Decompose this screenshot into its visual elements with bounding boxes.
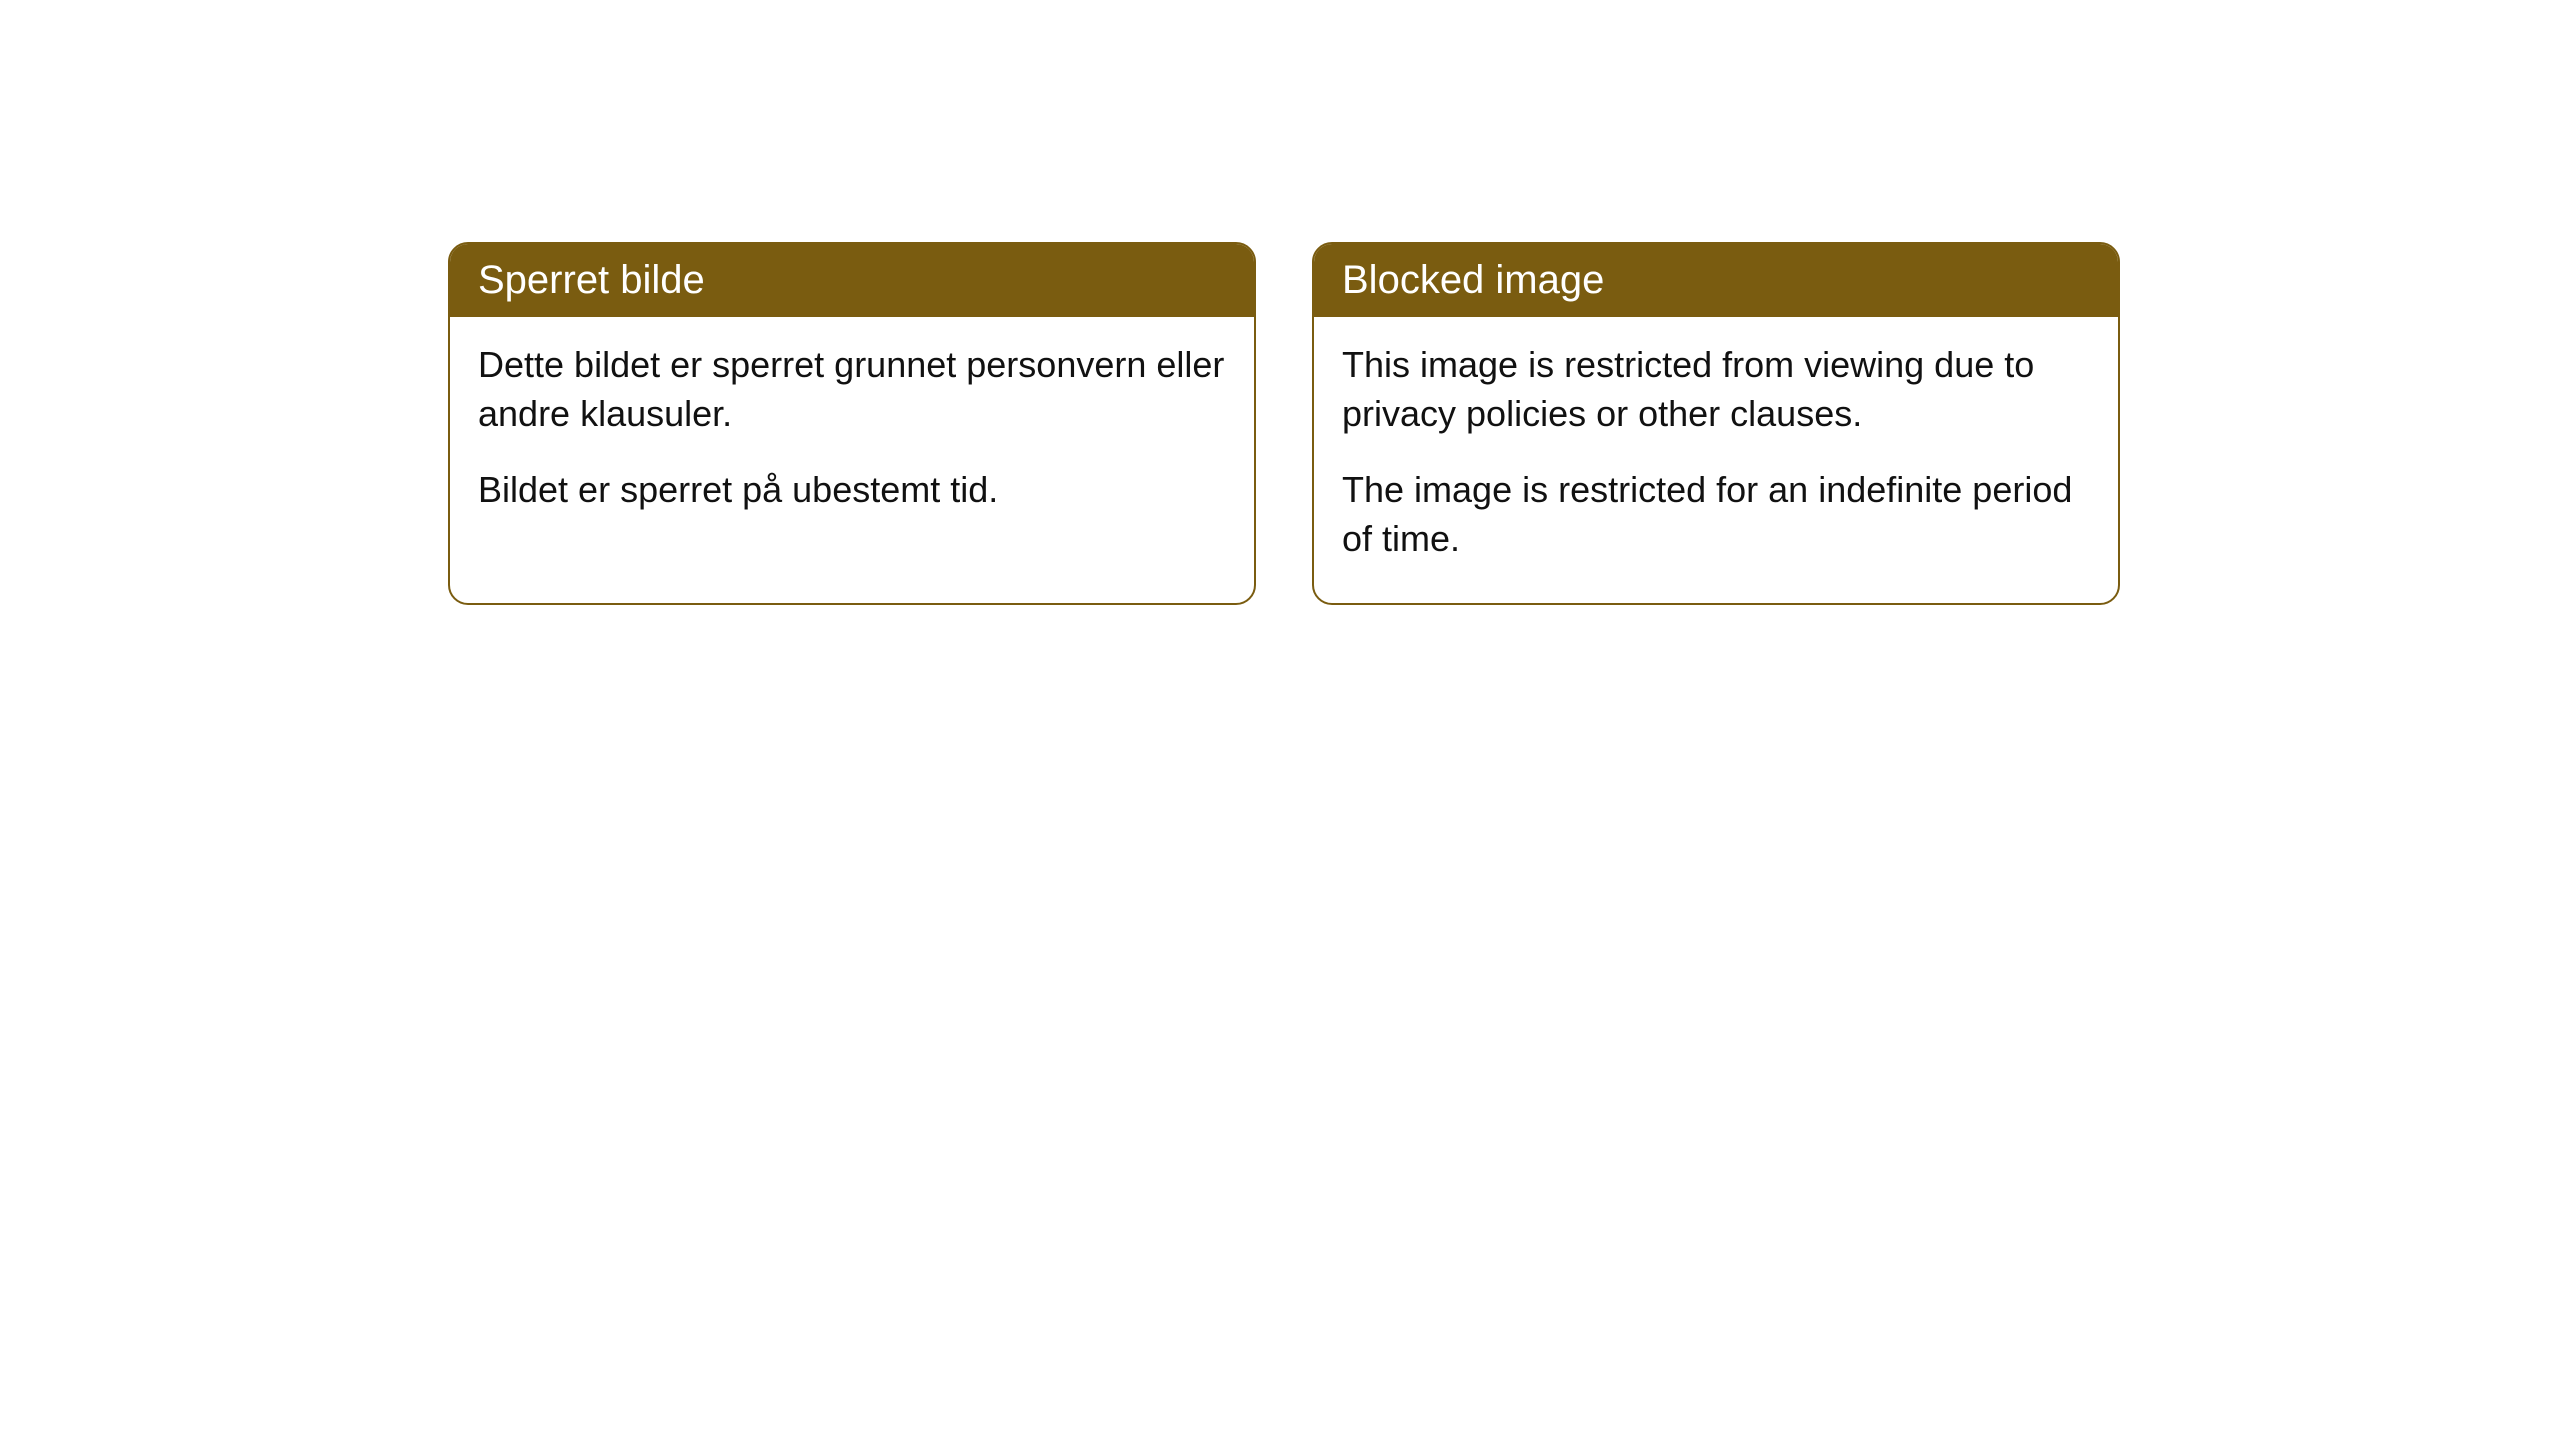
card-body: Dette bildet er sperret grunnet personve… [450,317,1254,555]
card-title: Sperret bilde [450,244,1254,317]
card-paragraph: Dette bildet er sperret grunnet personve… [478,341,1226,438]
notice-cards-container: Sperret bilde Dette bildet er sperret gr… [448,242,2120,605]
blocked-image-card-no: Sperret bilde Dette bildet er sperret gr… [448,242,1256,605]
card-body: This image is restricted from viewing du… [1314,317,2118,603]
card-title: Blocked image [1314,244,2118,317]
blocked-image-card-en: Blocked image This image is restricted f… [1312,242,2120,605]
card-paragraph: This image is restricted from viewing du… [1342,341,2090,438]
card-paragraph: Bildet er sperret på ubestemt tid. [478,466,1226,515]
card-paragraph: The image is restricted for an indefinit… [1342,466,2090,563]
